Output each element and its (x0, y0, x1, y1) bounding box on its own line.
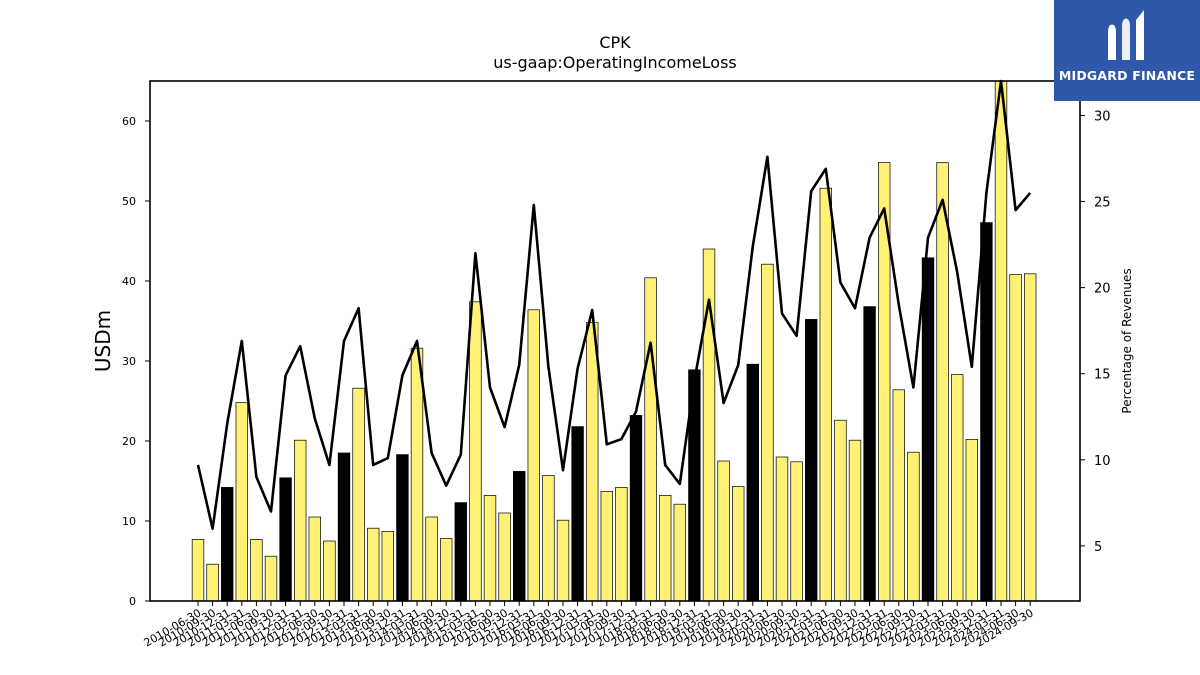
y2-tick-label: 10 (1094, 454, 1111, 469)
y2-tick-label: 5 (1094, 540, 1102, 555)
chart-title: CPK (599, 33, 631, 52)
y2-tick-label: 25 (1094, 196, 1111, 211)
bar-2017-12-31 (629, 415, 643, 602)
bar-2015-06-30 (483, 495, 497, 602)
bar-2016-09-30 (556, 519, 570, 602)
bar-2018-09-30 (673, 503, 686, 602)
bar-2024-09-30 (1024, 273, 1037, 602)
bar-2019-12-31 (746, 363, 759, 602)
bar-2021-06-30 (834, 419, 847, 602)
chart-subtitle: us-gaap:OperatingIncomeLoss (493, 53, 737, 72)
y-tick-label: 0 (129, 595, 136, 608)
y2-axis: 5 10 15 20 25 30 (1080, 109, 1111, 555)
y-axis: 0 10 20 30 40 50 60 (122, 115, 150, 608)
bar-2014-06-30 (425, 516, 438, 602)
x-axis: 2010-06-302010-09-302010-12-312011-03-31… (142, 601, 1036, 650)
bar-2024-06-30 (1009, 274, 1022, 602)
bar-2014-12-31 (454, 502, 467, 602)
bar-2011-12-31 (279, 477, 292, 602)
bar-2010-09-30 (206, 563, 219, 602)
bar-2023-12-31 (980, 222, 993, 602)
bar-2021-12-31 (863, 306, 876, 602)
bar-2021-09-30 (848, 439, 862, 602)
bar-2016-12-31 (571, 426, 584, 602)
bar-2014-09-30 (440, 538, 453, 602)
bar-2013-03-31 (352, 387, 365, 602)
bar-2012-12-31 (337, 452, 351, 602)
y2-tick-label: 20 (1094, 282, 1111, 297)
bar-2020-12-31 (805, 319, 818, 602)
bar-2016-03-31 (527, 309, 540, 602)
bar-2014-03-31 (410, 347, 424, 602)
bar-2015-09-30 (498, 512, 511, 602)
series-line (196, 79, 1032, 530)
bar-2024-03-31 (994, 80, 1008, 602)
brand-logo-text: MIDGARD FINANCE (1058, 68, 1196, 83)
bar-2012-03-31 (294, 439, 307, 602)
bar-2010-06-30 (191, 539, 205, 602)
y-tick-label: 60 (122, 115, 136, 128)
y2-tick-label: 15 (1094, 368, 1111, 383)
bar-2017-09-30 (615, 487, 628, 602)
y-tick-label: 20 (122, 435, 136, 448)
bar-2010-12-31 (221, 487, 234, 602)
bar-2013-12-31 (396, 454, 409, 602)
brand-logo: MIDGARD FINANCE (1054, 0, 1200, 101)
bar-2012-06-30 (308, 516, 321, 602)
brand-mark-icon (1108, 10, 1144, 60)
bars-group (191, 80, 1037, 602)
bar-2023-06-30 (951, 374, 964, 602)
y-tick-label: 40 (122, 275, 136, 288)
bar-2021-03-31 (819, 187, 832, 602)
bar-2011-03-31 (235, 402, 248, 602)
bar-2020-09-30 (790, 461, 803, 602)
bar-2023-09-30 (965, 439, 978, 602)
bar-2016-06-30 (542, 475, 555, 602)
bar-2022-12-31 (921, 257, 935, 602)
line-group (196, 79, 1032, 530)
bar-2013-06-30 (367, 527, 380, 602)
bar-2019-09-30 (732, 486, 745, 602)
y-tick-label: 10 (122, 515, 136, 528)
y-tick-label: 30 (122, 355, 136, 368)
bar-2022-09-30 (907, 451, 920, 602)
bar-2017-03-31 (586, 322, 599, 602)
y2-tick-label: 30 (1094, 109, 1111, 124)
bar-2019-06-30 (717, 460, 730, 602)
bar-2015-03-31 (469, 301, 482, 602)
bar-2011-09-30 (264, 555, 278, 602)
bar-2012-09-30 (323, 540, 336, 602)
bar-2020-06-30 (775, 456, 789, 602)
bar-2023-03-31 (936, 162, 949, 602)
bar-2020-03-31 (761, 263, 774, 602)
bar-2015-12-31 (513, 471, 526, 602)
bar-2018-06-30 (659, 495, 672, 602)
y-axis-label: USDm (91, 310, 115, 372)
bar-2022-06-30 (892, 389, 905, 602)
bar-2018-03-31 (644, 277, 657, 602)
bar-2011-06-30 (250, 539, 263, 602)
plot-frame (149, 80, 1081, 602)
y-tick-label: 50 (122, 195, 136, 208)
bar-2013-09-30 (381, 531, 394, 602)
bar-2017-06-30 (600, 491, 613, 602)
y2-axis-label: Percentage of Revenues (1120, 268, 1134, 413)
